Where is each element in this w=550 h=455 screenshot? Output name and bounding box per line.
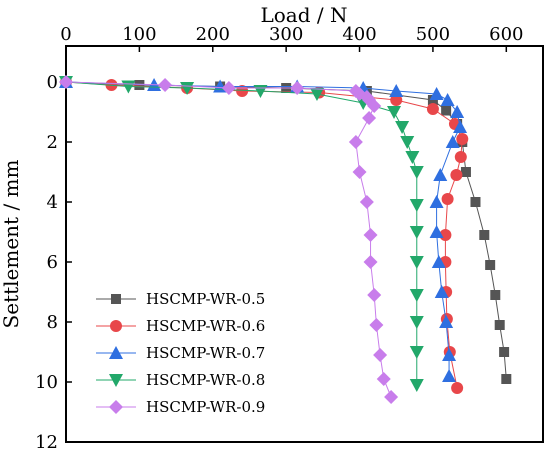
data-point [434,285,449,298]
data-point [400,136,415,149]
data-point [426,103,439,115]
y-tick-label: 6 [47,252,58,273]
legend-item: HSCMP-WR-0.5 [96,290,265,308]
data-point [409,346,424,359]
data-point [450,169,463,181]
data-point [429,87,444,100]
series-line [65,81,507,380]
legend-marker [110,320,122,332]
series-layer [59,75,512,404]
y-tick-label: 8 [47,312,58,333]
data-point [180,82,195,95]
data-point [373,348,388,362]
data-point [409,289,424,302]
data-point [409,379,424,392]
plot-frame [65,45,544,443]
data-point [362,111,377,125]
x-tick-label: 200 [196,24,230,45]
data-point [409,256,424,269]
series-hscmp-wr-0.9 [59,75,399,404]
legend-marker [109,346,123,359]
data-point [409,166,424,179]
data-point [451,382,464,394]
x-tick-label: 500 [416,24,450,45]
data-point [431,255,446,268]
x-tick-label: 400 [342,24,376,45]
legend-label: HSCMP-WR-0.8 [146,371,265,389]
data-point [352,165,367,179]
legend-label: HSCMP-WR-0.6 [146,317,265,335]
data-point [367,288,382,302]
data-point [290,81,305,95]
data-point [221,81,236,95]
data-point [442,348,457,361]
legend-item: HSCMP-WR-0.7 [96,344,265,362]
y-axis-title: Settlement / mm [0,159,23,328]
data-point [309,88,324,101]
data-point [395,121,410,134]
data-point [409,199,424,212]
data-point [499,347,510,357]
data-point [359,195,374,209]
x-tick-label: 100 [122,24,156,45]
y-tick-label: 4 [47,192,58,213]
data-point [429,225,444,238]
legend-item: HSCMP-WR-0.9 [96,398,265,416]
data-point [389,84,404,97]
legend-label: HSCMP-WR-0.7 [146,344,265,362]
data-point [456,133,469,145]
data-point [441,193,454,205]
data-point [490,290,501,300]
data-point [409,316,424,329]
data-point [453,120,468,133]
legend-label: HSCMP-WR-0.9 [146,398,265,416]
data-point [450,105,465,118]
legend-marker [109,374,123,387]
x-axis-title: Load / N [260,3,347,27]
y-tick-label: 10 [35,372,58,393]
legend-item: HSCMP-WR-0.6 [96,317,265,335]
legend-marker [111,294,121,304]
legend-marker [109,400,123,414]
axis-ticks [65,46,508,443]
y-tick-label: 0 [47,72,58,93]
data-point [376,372,391,386]
data-point [485,260,496,270]
data-point [442,369,457,382]
y-tick-label: 12 [35,432,58,453]
data-point [387,106,402,119]
legend-item: HSCMP-WR-0.8 [96,371,265,389]
data-point [384,390,399,404]
data-point [494,320,505,330]
data-point [405,151,420,164]
legend-label: HSCMP-WR-0.5 [146,290,265,308]
x-tick-label: 0 [60,24,71,45]
data-point [454,151,467,163]
data-point [445,135,460,148]
data-point [460,167,471,177]
x-tick-label: 300 [269,24,303,45]
data-point [59,75,73,89]
data-point [363,228,378,242]
data-point [501,374,512,384]
data-point [369,318,384,332]
x-tick-label: 600 [489,24,523,45]
data-point [363,255,378,269]
data-point [158,78,173,92]
data-point [348,135,363,149]
y-tick-label: 2 [47,132,58,153]
data-point [470,197,481,207]
data-point [440,93,455,106]
data-point [441,105,452,116]
data-point [429,195,444,208]
legend: HSCMP-WR-0.5 HSCMP-WR-0.6 HSCMP-WR-0.7 HSCM… [96,290,265,416]
data-point [479,230,490,240]
axis-tick-labels: 0 100 200 300 400 500 600 0 2 4 6 8 10 12 [35,24,523,453]
data-point [433,168,448,181]
data-point [367,99,382,113]
data-point [409,226,424,239]
data-point [439,315,454,328]
